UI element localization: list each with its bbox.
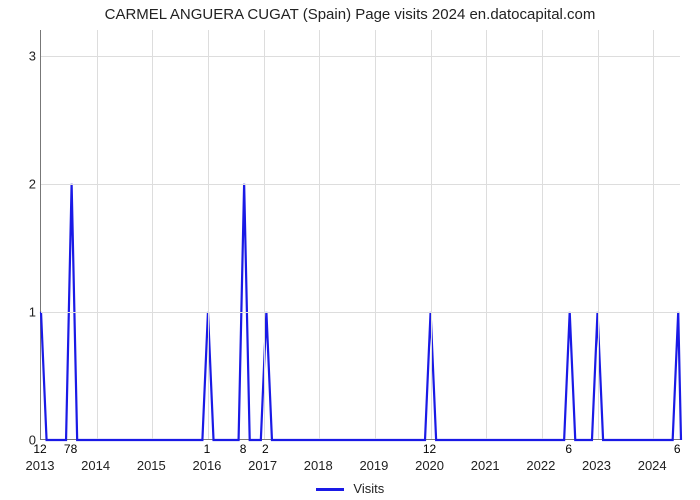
grid-line-v [152,30,153,439]
chart-container: { "chart": { "type": "line", "title": "C… [0,0,700,500]
x-tick-label: 2015 [137,458,166,473]
grid-line-h [41,184,680,185]
grid-line-v [542,30,543,439]
y-tick-label: 2 [6,176,36,191]
grid-line-v [208,30,209,439]
value-label: 1 [204,442,211,456]
grid-line-h [41,312,680,313]
grid-line-v [319,30,320,439]
value-label: 2 [262,442,269,456]
legend-swatch [316,488,344,491]
grid-line-v [653,30,654,439]
value-label: 78 [64,442,77,456]
value-label: 12 [423,442,436,456]
legend-label: Visits [353,481,384,496]
chart-title: CARMEL ANGUERA CUGAT (Spain) Page visits… [0,6,700,23]
value-label: 6 [565,442,572,456]
value-label: 12 [33,442,46,456]
grid-line-v [97,30,98,439]
legend: Visits [0,481,700,496]
x-tick-label: 2019 [359,458,388,473]
grid-line-v [431,30,432,439]
y-tick-label: 1 [6,304,36,319]
x-tick-label: 2014 [81,458,110,473]
y-tick-label: 0 [6,433,36,448]
y-tick-label: 3 [6,48,36,63]
grid-line-v [375,30,376,439]
x-tick-label: 2021 [471,458,500,473]
value-label: 6 [674,442,681,456]
x-tick-label: 2023 [582,458,611,473]
plot-area [40,30,680,440]
x-tick-label: 2013 [26,458,55,473]
grid-line-v [264,30,265,439]
x-tick-label: 2020 [415,458,444,473]
grid-line-v [486,30,487,439]
grid-line-v [598,30,599,439]
visits-line [41,30,681,440]
grid-line-h [41,56,680,57]
x-tick-label: 2017 [248,458,277,473]
x-tick-label: 2022 [526,458,555,473]
x-tick-label: 2024 [638,458,667,473]
value-label: 8 [240,442,247,456]
x-tick-label: 2016 [192,458,221,473]
x-tick-label: 2018 [304,458,333,473]
